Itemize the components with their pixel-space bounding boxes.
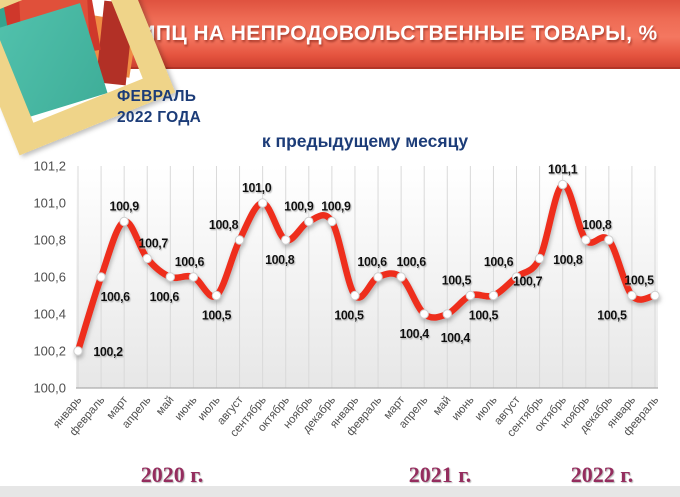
data-point-marker <box>396 272 406 282</box>
y-tick-label: 100,6 <box>33 270 66 285</box>
data-point-label: 100,6 <box>396 255 426 269</box>
data-point-marker <box>350 290 360 301</box>
data-point-label: 100,6 <box>150 290 180 304</box>
data-point-marker <box>188 272 199 282</box>
data-point-label: 100,5 <box>334 309 364 323</box>
data-point-label: 100,8 <box>265 253 295 267</box>
data-point-label: 100,7 <box>139 237 169 251</box>
data-point-label: 100,6 <box>484 255 514 269</box>
year-label-2022: 2022 г. <box>570 462 634 487</box>
data-point-label: 100,5 <box>624 274 654 288</box>
data-point-label: 100,5 <box>442 274 472 288</box>
data-point-marker <box>304 216 314 227</box>
data-point-label: 100,8 <box>209 218 239 232</box>
y-tick-label: 101,2 <box>33 159 66 174</box>
data-point-marker <box>557 179 568 190</box>
data-point-label: 100,6 <box>100 290 130 304</box>
data-point-label: 100,5 <box>202 309 232 323</box>
data-point-marker <box>96 272 106 282</box>
data-point-marker <box>142 253 152 264</box>
data-point-label: 101,0 <box>242 181 272 195</box>
data-point-marker <box>581 235 591 245</box>
data-point-marker <box>511 272 522 282</box>
data-point-marker <box>119 216 129 227</box>
y-tick-label: 101,0 <box>33 196 66 211</box>
data-point-marker <box>488 290 499 301</box>
data-point-marker <box>211 290 222 301</box>
data-point-marker <box>327 216 337 227</box>
data-point-label: 100,5 <box>597 309 627 323</box>
data-point-label: 100,2 <box>93 345 123 359</box>
page-title: ИПЦ НА НЕПРОДОВОЛЬСТВЕННЫЕ ТОВАРЫ, % <box>140 21 658 45</box>
data-point-marker <box>604 235 614 245</box>
chart-subtitle: к предыдущему месяцу <box>261 131 469 151</box>
data-point-labels: 100,2 100,6 100,9 100,7 100,6 100,6 100,5 100,8… <box>93 163 654 360</box>
y-tick-label: 100,8 <box>33 233 66 248</box>
y-tick-label: 100,0 <box>33 381 66 396</box>
y-tick-label: 100,2 <box>33 344 66 359</box>
period-label: ФЕВРАЛЬ 2022 ГОДА <box>117 86 201 128</box>
data-point-label: 101,1 <box>548 163 578 177</box>
year-label-2020: 2020 г. <box>140 462 204 487</box>
data-series <box>73 179 660 356</box>
data-point-marker <box>534 253 545 264</box>
data-point-label: 100,9 <box>110 200 140 214</box>
x-tick-label: июнь <box>173 394 200 423</box>
bottom-strip <box>0 486 680 497</box>
frames-logo <box>0 0 176 156</box>
data-point-label: 100,8 <box>582 218 612 232</box>
data-point-marker <box>165 272 176 282</box>
year-label-2021: 2021 г. <box>408 462 472 487</box>
x-tick-label: июнь <box>450 394 477 423</box>
data-point-marker <box>650 290 660 301</box>
data-point-marker <box>373 272 383 282</box>
data-point-marker <box>627 290 637 301</box>
data-point-marker <box>442 309 452 319</box>
data-point-marker <box>73 346 83 356</box>
data-point-marker <box>234 235 245 245</box>
data-point-marker <box>465 290 476 301</box>
data-point-marker <box>281 235 291 245</box>
data-point-label: 100,6 <box>175 255 205 269</box>
data-point-label: 100,9 <box>284 200 314 214</box>
data-point-label: 100,5 <box>469 309 499 323</box>
data-point-label: 100,6 <box>357 255 387 269</box>
data-point-label: 100,4 <box>400 327 430 341</box>
data-point-marker <box>419 309 429 319</box>
data-point-label: 100,8 <box>553 253 583 267</box>
data-point-label: 100,7 <box>513 275 543 289</box>
y-tick-label: 100,4 <box>33 307 66 322</box>
data-point-label: 100,9 <box>321 200 351 214</box>
period-year: 2022 ГОДА <box>117 109 202 126</box>
period-month: ФЕВРАЛЬ <box>117 88 197 105</box>
data-point-marker <box>257 198 268 208</box>
header-banner: ИПЦ НА НЕПРОДОВОЛЬСТВЕННЫЕ ТОВАРЫ, % <box>118 0 680 69</box>
data-point-label: 100,4 <box>441 331 471 345</box>
